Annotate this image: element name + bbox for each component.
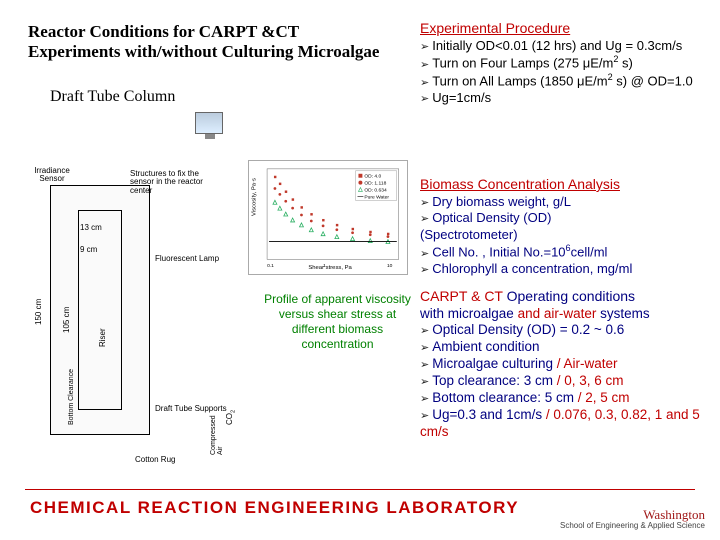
svg-text:Pure Water: Pure Water	[364, 194, 389, 200]
carpt-item: Bottom clearance: 5 cm / 2, 5 cm	[420, 390, 715, 407]
carpt-item: Ambient condition	[420, 339, 715, 356]
fluorescent-lamp-label: Fluorescent Lamp	[155, 255, 219, 263]
carpt-item: Top clearance: 3 cm / 0, 3, 6 cm	[420, 373, 715, 390]
carpt-item: Microalgae culturing / Air-water	[420, 356, 715, 373]
main-title: Reactor Conditions for CARPT &CT Experim…	[28, 22, 388, 61]
footer-line	[25, 489, 695, 491]
carpt-item: Optical Density (OD) = 0.2 ~ 0.6	[420, 322, 715, 339]
biomass-block: Biomass Concentration Analysis Dry bioma…	[420, 176, 715, 278]
svg-text:Shear stress, Pa: Shear stress, Pa	[308, 265, 352, 271]
bottom-clearance-label: Bottom Clearance	[68, 369, 75, 425]
biomass-heading: Biomass Concentration Analysis	[420, 176, 715, 194]
svg-text:OD: 0.634: OD: 0.634	[364, 187, 387, 193]
svg-text:10: 10	[387, 263, 393, 269]
biomass-item: Optical Density (OD)	[420, 210, 715, 227]
column-subtitle: Draft Tube Column	[50, 88, 175, 106]
biomass-item: Dry biomass weight, g/L	[420, 194, 715, 211]
exp-proc-item: Turn on Four Lamps (275 μE/m2 s)	[420, 54, 710, 72]
dim-13cm: 13 cm	[80, 223, 102, 232]
exp-proc-item: Ug=1cm/s	[420, 90, 710, 107]
chart-caption: Profile of apparent viscosity versus she…	[260, 292, 415, 352]
svg-text:OD: 1.118: OD: 1.118	[364, 181, 386, 187]
irradiance-sensor-label: Irradiance Sensor	[30, 167, 74, 184]
biomass-item: Chlorophyll a concentration, mg/ml	[420, 261, 715, 278]
biomass-item: Cell No. , Initial No.=106cell/ml	[420, 243, 715, 261]
svg-text:1: 1	[323, 263, 326, 269]
structures-note: Structures to fix the sensor in the reac…	[130, 170, 210, 195]
draft-tube-outline	[78, 210, 122, 410]
dim-105cm: 105 cm	[62, 307, 71, 333]
carpt-item: Ug=0.3 and 1cm/s / 0.076, 0.3, 0.82, 1 a…	[420, 407, 715, 441]
carpt-subtitle: with microalgae and air-water systems	[420, 306, 715, 323]
slide-root: Reactor Conditions for CARPT &CT Experim…	[0, 0, 720, 540]
dim-9cm: 9 cm	[80, 245, 97, 254]
svg-text:Viscosity, Pa·s: Viscosity, Pa·s	[251, 178, 257, 216]
compressed-air-label: Compressed Air	[210, 415, 224, 455]
biomass-item: (Spectrotometer)	[420, 227, 715, 243]
exp-proc-item: Turn on All Lamps (1850 μE/m2 s) @ OD=1.…	[420, 72, 710, 90]
svg-text:OD: 4.0: OD: 4.0	[364, 174, 381, 180]
footer-label: CHEMICAL REACTION ENGINEERING LABORATORY	[30, 498, 519, 518]
exp-proc-heading: Experimental Procedure	[420, 20, 710, 38]
dim-150cm: 150 cm	[34, 299, 43, 325]
experimental-procedure-block: Experimental Procedure Initially OD<0.01…	[420, 20, 710, 107]
draft-supports-label: Draft Tube Supports	[155, 405, 227, 413]
svg-text:0.1: 0.1	[267, 263, 274, 269]
cotton-rug-label: Cotton Rug	[135, 455, 175, 464]
reactor-diagram: Irradiance Sensor Structures to fix the …	[20, 115, 240, 475]
riser-label: Riser	[98, 328, 107, 347]
exp-proc-item: Initially OD<0.01 (12 hrs) and Ug = 0.3c…	[420, 38, 710, 55]
wustl-logo: Washington School of Engineering & Appli…	[560, 508, 705, 530]
co2-label: CO2	[225, 410, 237, 425]
carpt-heading: CARPT & CT Operating conditions	[420, 288, 715, 306]
carpt-block: CARPT & CT Operating conditions with mic…	[420, 288, 715, 441]
viscosity-chart: OD: 4.0 OD: 1.118 OD: 0.634 Pure Water V…	[248, 160, 408, 275]
